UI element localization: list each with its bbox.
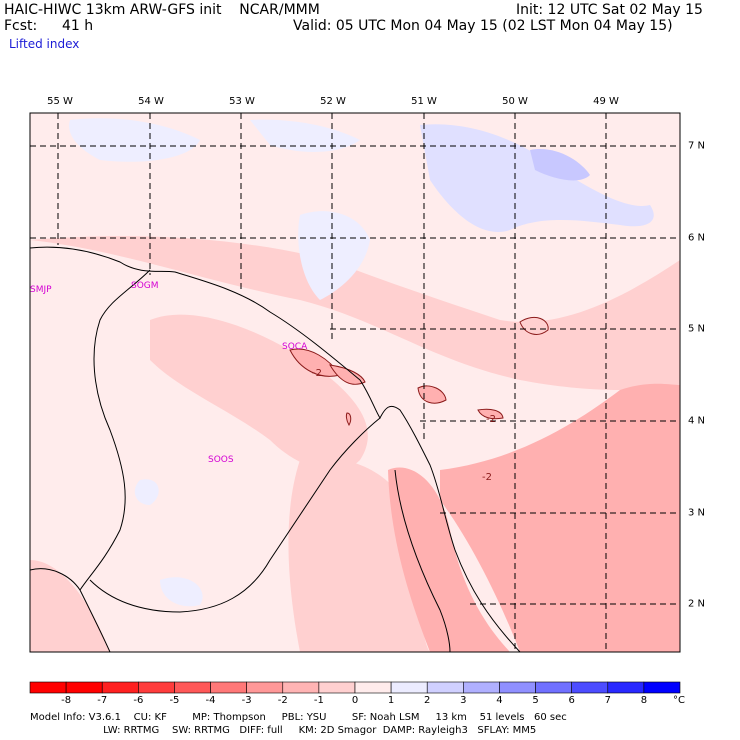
lon-tick: 52 W <box>320 96 346 107</box>
lat-tick: 4 N <box>688 415 706 427</box>
fill-region <box>519 317 549 335</box>
fill-region <box>150 314 368 471</box>
valid-time: Valid: 05 UTC Mon 04 May 15 (02 LST Mon … <box>293 18 673 34</box>
station-label: SOGM <box>131 281 159 291</box>
contour-label: -2 <box>482 472 492 483</box>
fill-region <box>417 385 447 404</box>
model-info-line2: LW: RRTMG SW: RRTMG DIFF: full KM: 2D Sm… <box>30 725 537 736</box>
fill-region <box>477 408 504 420</box>
colorbar-swatch <box>318 681 356 694</box>
colorbar-swatch <box>210 681 247 694</box>
fill-region <box>30 236 680 390</box>
border-line <box>30 568 81 591</box>
forecast-hour: 41 h <box>62 18 94 34</box>
field-name: Lifted index <box>9 37 80 51</box>
colorbar-swatch <box>571 681 609 694</box>
border-line <box>79 269 151 652</box>
border-line <box>394 469 451 652</box>
lon-tick: 53 W <box>229 96 255 107</box>
colorbar-swatch <box>535 681 572 694</box>
colorbar-tick-label: 7 <box>604 695 611 706</box>
colorbar-tick-label: 5 <box>532 695 539 706</box>
colorbar-swatch <box>643 681 681 694</box>
lat-tick: 2 N <box>688 598 706 610</box>
init-time: Init: 12 UTC Sat 02 May 15 <box>516 2 703 18</box>
colorbar-tick-label: -7 <box>97 695 108 706</box>
fill-region <box>30 560 110 652</box>
colorbar-swatch <box>607 681 645 694</box>
colorbar-tick-label: 4 <box>496 695 503 706</box>
lon-tick: 51 W <box>411 96 437 107</box>
fill-region <box>329 364 366 385</box>
colorbar-swatch <box>282 681 320 694</box>
fill-region <box>69 118 201 162</box>
colorbar <box>29 681 681 694</box>
colorbar-swatch <box>101 681 139 694</box>
colorbar-tick-label: 6 <box>568 695 575 706</box>
colorbar-swatch <box>246 681 284 694</box>
fill-region <box>420 124 654 232</box>
lon-tick: 55 W <box>47 96 73 107</box>
lat-tick: 6 N <box>688 232 706 244</box>
colorbar-swatch <box>354 681 392 694</box>
colorbar-swatch <box>499 681 536 694</box>
colorbar-swatch <box>65 681 103 694</box>
lon-tick: 49 W <box>593 96 619 107</box>
map-fill-layer <box>30 113 680 652</box>
lat-tick: 7 N <box>688 140 706 152</box>
station-label: SMJP <box>30 285 52 295</box>
colorbar-swatch <box>426 681 464 694</box>
contour-label: -2 <box>312 368 322 379</box>
colorbar-tick-label: -2 <box>277 695 288 706</box>
colorbar-unit: °C <box>673 695 685 706</box>
fill-region <box>345 412 352 426</box>
colorbar-tick-label: -3 <box>241 695 252 706</box>
colorbar-tick-label: 3 <box>460 695 467 706</box>
lat-lon-grid <box>30 113 680 652</box>
coastline <box>30 246 521 652</box>
colorbar-tick-label: -8 <box>61 695 72 706</box>
plot-frame <box>29 112 681 653</box>
colorbar-tick-label: -4 <box>205 695 216 706</box>
forecast-label: Fcst: <box>4 18 38 34</box>
fill-region <box>298 211 370 300</box>
colorbar-tick-label: 2 <box>424 695 431 706</box>
fill-region <box>530 149 590 181</box>
model-info-line1: Model Info: V3.6.1 CU: KF MP: Thompson P… <box>30 712 567 723</box>
lon-tick: 50 W <box>502 96 528 107</box>
lon-tick: 54 W <box>138 96 164 107</box>
station-label: SOOS <box>208 455 234 465</box>
border-line <box>89 417 381 613</box>
lat-tick: 3 N <box>688 507 706 519</box>
contour-label: -2 <box>486 414 496 425</box>
fill-region <box>160 577 203 607</box>
colorbar-tick-label: -5 <box>169 695 180 706</box>
colorbar-swatch <box>463 681 500 694</box>
model-title: HAIC-HIWC 13km ARW-GFS init NCAR/MMM <box>4 2 320 18</box>
fill-region <box>388 467 510 652</box>
colorbar-tick-label: -1 <box>313 695 324 706</box>
colorbar-tick-label: 0 <box>351 695 359 706</box>
station-label: SOCA <box>282 342 308 352</box>
colorbar-swatch <box>138 681 175 694</box>
fill-region <box>134 479 159 505</box>
colorbar-swatch <box>174 681 211 694</box>
lat-tick: 5 N <box>688 323 706 335</box>
colorbar-tick-label: 8 <box>640 695 648 706</box>
colorbar-swatch <box>390 681 428 694</box>
colorbar-tick-label: 1 <box>387 695 395 706</box>
colorbar-tick-label: -6 <box>133 695 144 706</box>
fill-region <box>440 383 680 652</box>
colorbar-swatch <box>29 681 67 694</box>
